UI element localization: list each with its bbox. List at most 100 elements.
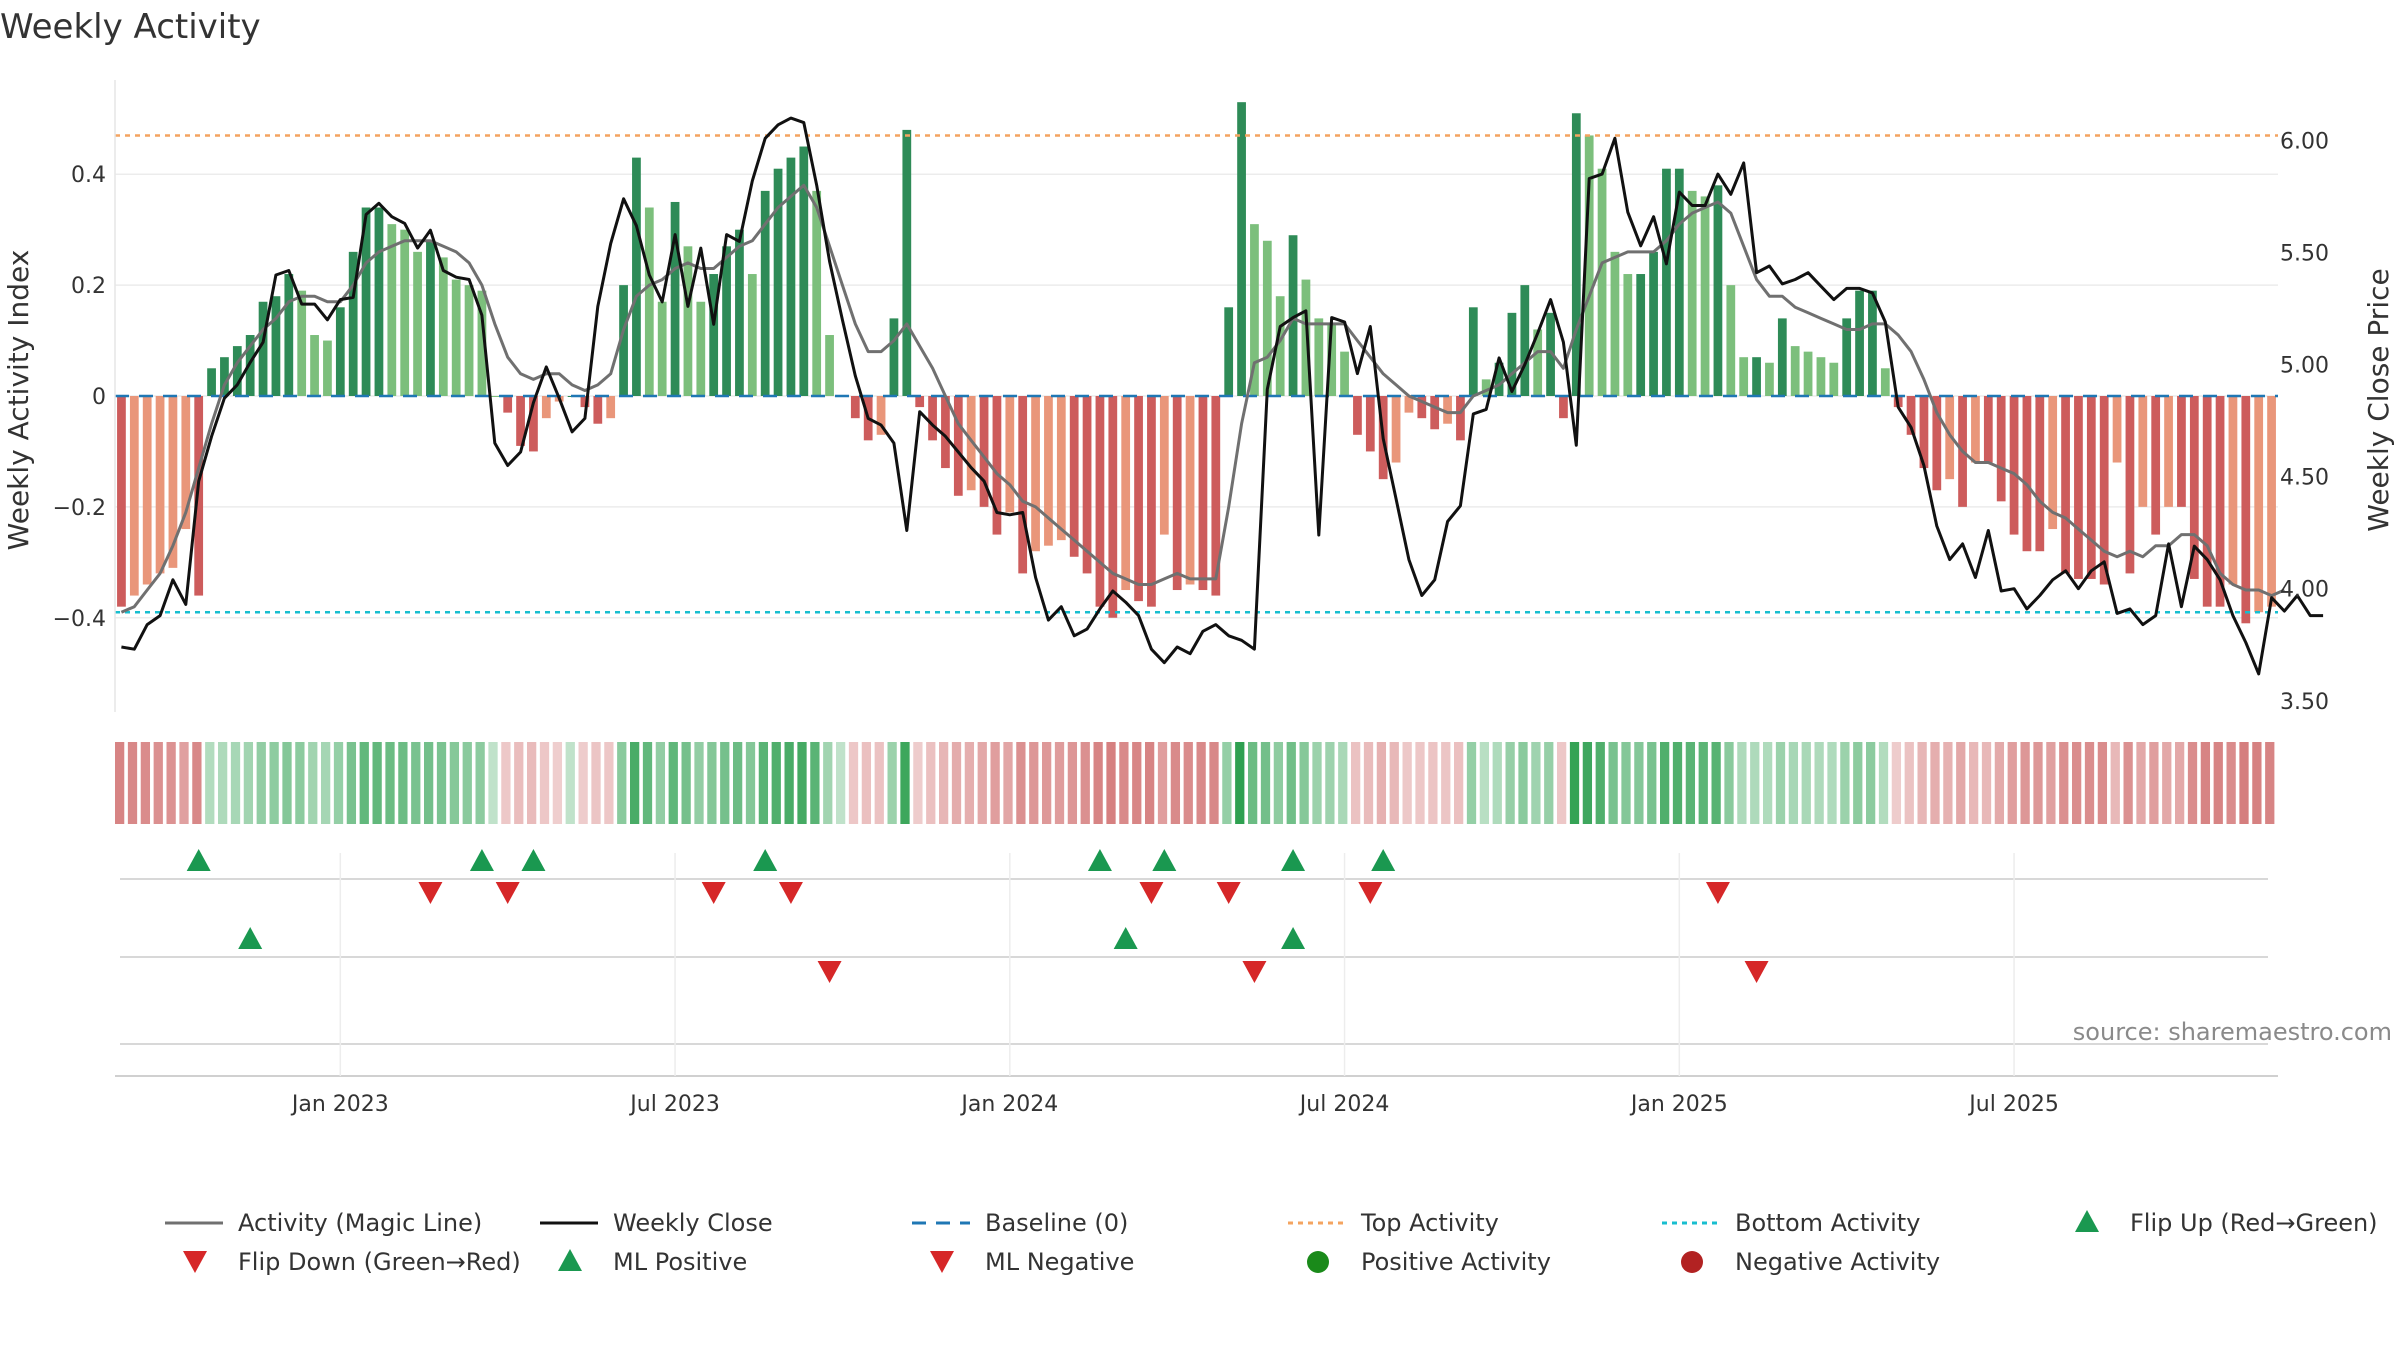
strip-cell <box>1956 742 1966 824</box>
strip-cell <box>1917 742 1927 824</box>
legend-label: Negative Activity <box>1735 1248 1940 1276</box>
strip-cell <box>848 742 859 824</box>
strip-cell <box>1132 742 1142 824</box>
strip-cell <box>346 742 357 824</box>
activity-bar <box>1481 379 1491 396</box>
left-tick-label: −0.4 <box>53 607 106 632</box>
strip-cell <box>1634 742 1644 824</box>
activity-bar <box>464 285 474 396</box>
activity-bar <box>451 279 461 396</box>
activity-bar <box>2151 396 2161 535</box>
activity-bar <box>876 396 886 435</box>
activity-bar <box>747 274 757 396</box>
strip-cell <box>192 742 202 824</box>
strip-cell <box>630 742 640 824</box>
flip-down-marker <box>495 882 520 904</box>
activity-bar <box>2112 396 2122 463</box>
strip-cell <box>2175 742 2185 824</box>
activity-bar <box>2074 396 2083 579</box>
strip-cell <box>784 742 794 824</box>
legend-label: ML Negative <box>985 1248 1134 1276</box>
strip-cell <box>1170 742 1181 824</box>
legend-item: Activity (Magic Line) <box>165 1209 482 1237</box>
strip-cell <box>1428 742 1438 824</box>
activity-bar <box>953 396 963 496</box>
strip-cell <box>1981 742 1992 824</box>
activity-bar <box>129 396 139 596</box>
activity-bar <box>2009 396 2019 535</box>
strip-cell <box>1183 742 1193 824</box>
reference-lines <box>115 134 2278 614</box>
legend-item: Flip Down (Green→Red) <box>183 1248 521 1276</box>
strip-cell <box>1788 742 1799 824</box>
activity-bar <box>1971 396 1980 463</box>
activity-bar <box>503 396 513 413</box>
strip-cell <box>1827 742 1837 824</box>
activity-bar <box>2202 396 2212 607</box>
strip-cell <box>642 742 653 824</box>
strip-cell <box>900 742 910 824</box>
strip-cell <box>1067 742 1078 824</box>
strip-cell <box>321 742 331 824</box>
strip-cell <box>1672 742 1683 824</box>
activity-bar <box>1494 362 1504 396</box>
activity-bar <box>1687 190 1697 396</box>
activity-bar <box>2215 396 2225 607</box>
activity-bar <box>1147 396 1156 607</box>
activity-bar <box>1314 318 1324 396</box>
strip-cell <box>488 742 498 824</box>
strip-cell <box>1415 742 1425 824</box>
activity-bar <box>657 301 667 396</box>
strip-cell <box>565 742 575 824</box>
activity-bar <box>760 190 770 396</box>
left-tick-label: 0 <box>92 385 106 410</box>
strip-cell <box>1763 742 1773 824</box>
activity-bar <box>1919 396 1929 469</box>
activity-bar <box>1417 396 1427 419</box>
activity-bar <box>889 318 899 396</box>
strip-cell <box>604 742 614 824</box>
activity-bar <box>1674 168 1684 396</box>
activity-bar <box>1056 396 1066 541</box>
activity-bar <box>1288 235 1298 396</box>
activity-bar <box>374 207 384 396</box>
strip-cell <box>1209 742 1219 824</box>
legend-label: Positive Activity <box>1361 1248 1551 1276</box>
strip-cell <box>1505 742 1515 824</box>
activity-bar <box>1108 396 1118 618</box>
strip-cell <box>2059 742 2069 824</box>
legend-swatch-dot <box>1307 1251 1329 1273</box>
strip-cell <box>1930 742 1940 824</box>
activity-bar <box>2022 396 2032 552</box>
activity-bar <box>284 274 294 396</box>
activity-bar <box>117 396 126 607</box>
activity-bar <box>1842 318 1852 396</box>
right-tick-label: 4.50 <box>2280 466 2329 491</box>
strip-cell <box>1724 742 1734 824</box>
strip-cell <box>475 742 485 824</box>
activity-bar <box>2125 396 2135 574</box>
strip-cell <box>977 742 987 824</box>
activity-bar <box>773 168 783 396</box>
activity-bar <box>207 368 216 396</box>
activity-bar <box>181 396 191 530</box>
activity-bar <box>644 207 654 396</box>
activity-bar <box>1739 357 1749 396</box>
activity-bar <box>1430 396 1440 430</box>
axes: 0.4 0.2 0 −0.2 −0.4 6.00 5.50 5.00 4.50 4.00 3.50 J… <box>53 80 2329 1117</box>
strip-cell <box>1363 742 1374 824</box>
strip-cell <box>668 742 678 824</box>
strip-cell <box>2033 742 2043 824</box>
activity-bar <box>2061 396 2070 574</box>
strip-cell <box>462 742 472 824</box>
right-axis-label: Weekly Close Price <box>2362 268 2395 531</box>
flip-up-marker <box>753 849 778 871</box>
activity-bar <box>1932 396 1942 491</box>
activity-bar <box>271 296 281 396</box>
strip-cell <box>1775 742 1786 824</box>
strip-cell <box>2265 742 2275 824</box>
activity-bar <box>413 251 422 396</box>
activity-bar <box>593 396 603 424</box>
strip-cell <box>218 742 228 824</box>
activity-bar <box>335 307 345 396</box>
